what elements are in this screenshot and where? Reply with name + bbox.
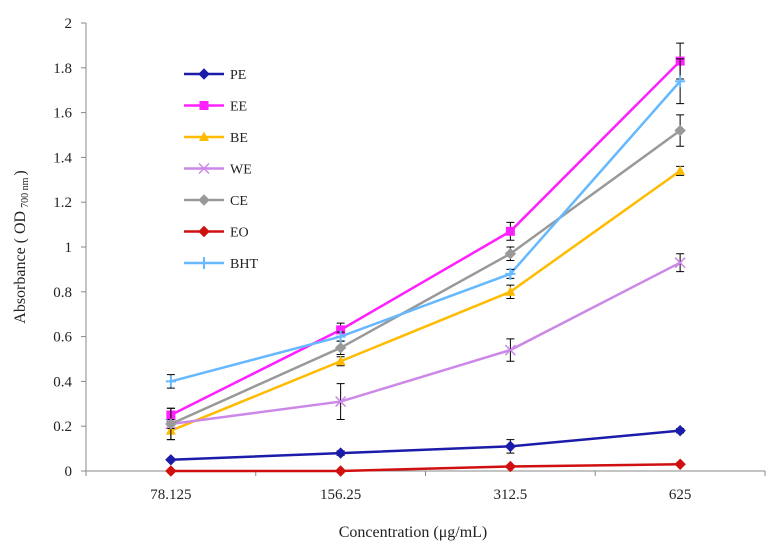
y-axis-title-main: Absorbance ( OD — [12, 211, 29, 324]
series-line-pe — [170, 429, 681, 462]
legend-marker-bht — [199, 257, 209, 269]
legend-label-we: WE — [230, 163, 252, 178]
point-we — [504, 344, 516, 356]
legend-marker-ce — [198, 194, 210, 206]
axes-group — [85, 23, 765, 472]
y-tick-label: 0.2 — [53, 419, 72, 435]
point-ce — [165, 418, 177, 430]
y-axis-title-end: ) — [12, 170, 29, 175]
legend-item-ce: CE — [184, 194, 248, 209]
legend-item-ee: EE — [184, 100, 247, 115]
legend-item-we: WE — [184, 163, 252, 178]
legend-marker-be — [199, 131, 209, 141]
point-ee — [336, 325, 346, 335]
point-bht — [675, 75, 686, 88]
legend: PE EE BE WE CE EO BHT — [184, 68, 258, 272]
series-line-be — [170, 169, 681, 432]
y-tick-label: 2 — [65, 16, 73, 32]
series-line-ee — [170, 60, 682, 417]
point-pe — [504, 440, 517, 453]
x-tick-labels: 78.125 156.25 312.5 625 — [85, 471, 766, 503]
point-ee — [505, 226, 515, 236]
y-tick-label: 1 — [65, 240, 73, 256]
point-ce — [334, 342, 347, 354]
legend-label-be: BE — [230, 131, 248, 146]
x-axis-title: Concentration (μg/mL) — [339, 524, 488, 541]
legend-item-be: BE — [184, 131, 248, 146]
series-layer — [165, 42, 686, 477]
point-we — [335, 396, 347, 408]
legend-marker-we — [198, 162, 210, 175]
point-eo — [334, 465, 347, 477]
legend-marker-eo — [198, 225, 210, 238]
legend-item-eo: EO — [184, 226, 249, 241]
y-tick-label: 0.4 — [53, 374, 72, 390]
point-pe — [674, 424, 686, 437]
point-eo — [504, 460, 517, 473]
y-axis-title-sub: 700 nm — [20, 177, 31, 208]
legend-label-ee: EE — [230, 100, 247, 115]
y-tick-labels: 0 0.2 0.4 0.6 0.8 1 1.2 1.4 1.6 1.8 2 — [53, 16, 86, 480]
point-bht — [165, 375, 176, 388]
y-tick-label: 0.8 — [53, 285, 72, 301]
legend-marker-pe — [198, 68, 210, 80]
point-eo — [165, 465, 177, 477]
legend-label-bht: BHT — [230, 257, 258, 272]
y-tick-label: 1.8 — [53, 61, 72, 77]
y-tick-label: 1.4 — [53, 150, 72, 166]
point-eo — [674, 458, 686, 470]
y-tick-label: 0.6 — [53, 330, 72, 346]
y-tick-label: 1.6 — [53, 106, 72, 122]
series-eo — [165, 458, 686, 477]
y-tick-label: 0 — [65, 464, 73, 480]
point-bht — [335, 330, 346, 343]
y-tick-label: 1.2 — [53, 195, 72, 211]
point-pe — [165, 454, 177, 466]
x-tick-label: 156.25 — [320, 487, 361, 503]
series-ce — [165, 114, 686, 441]
point-bht — [505, 267, 516, 280]
legend-item-pe: PE — [184, 68, 246, 83]
point-ce — [504, 248, 517, 260]
legend-label-ce: CE — [230, 194, 248, 209]
point-be — [505, 286, 516, 296]
point-we — [674, 257, 686, 269]
point-pe — [334, 447, 347, 459]
series-pe — [165, 424, 686, 466]
legend-label-eo: EO — [230, 226, 249, 241]
legend-label-pe: PE — [230, 68, 246, 83]
series-bht — [165, 58, 686, 389]
series-line-bht — [170, 80, 682, 383]
series-line-ce — [170, 129, 681, 426]
y-axis-title: Absorbance ( OD 700 nm) — [12, 170, 31, 323]
series-line-we — [170, 261, 681, 426]
x-tick-label: 625 — [669, 487, 692, 503]
legend-marker-ee — [199, 101, 209, 110]
x-tick-label: 78.125 — [150, 487, 191, 503]
point-ce — [674, 124, 686, 137]
series-line-eo — [170, 463, 681, 473]
legend-item-bht: BHT — [184, 257, 258, 272]
x-tick-label: 312.5 — [494, 487, 528, 503]
point-be — [335, 355, 346, 366]
point-be — [675, 165, 686, 175]
